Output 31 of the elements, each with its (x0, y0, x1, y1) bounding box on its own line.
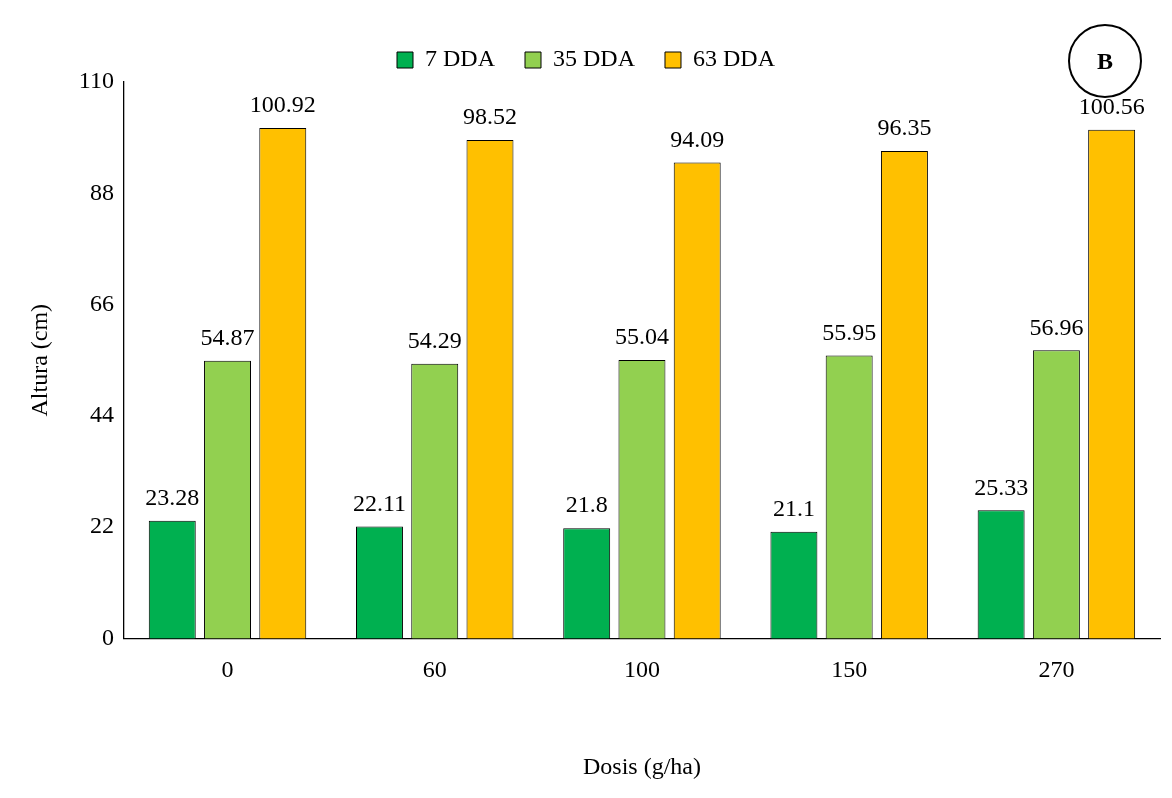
data-label: 55.95 (822, 318, 877, 345)
data-label: 100.92 (249, 91, 316, 118)
legend-label: 7 DDA (425, 45, 496, 72)
circle-frame: B (1068, 24, 1142, 98)
y-tick-label: 44 (89, 401, 114, 428)
x-axis-title: Dosis (g/ha) (582, 752, 701, 779)
data-label: 98.52 (462, 103, 517, 130)
y-tick-label: 110 (78, 67, 114, 94)
data-label: 23.28 (145, 483, 200, 510)
data-label: 56.96 (1029, 313, 1084, 340)
data-label: 22.11 (352, 489, 407, 516)
y-tick-label: 66 (89, 289, 114, 316)
data-label: 25.33 (974, 473, 1029, 500)
data-label: 55.04 (614, 323, 669, 350)
data-label: 21.1 (772, 494, 815, 521)
legend-label: 35 DDA (553, 45, 636, 72)
data-label: 54.29 (407, 327, 462, 354)
data-label: 94.09 (670, 125, 725, 152)
y-tick-label: 88 (89, 178, 114, 205)
y-tick-label: 22 (89, 512, 114, 539)
data-label: 54.87 (200, 324, 255, 351)
data-label: 96.35 (877, 114, 932, 141)
x-tick-label: 60 (422, 656, 447, 683)
x-tick-label: 150 (831, 656, 868, 683)
y-axis-title: Altura (cm) (25, 303, 52, 417)
x-tick-label: 0 (221, 656, 234, 683)
x-tick-label: 270 (1038, 656, 1075, 683)
data-label: 21.8 (565, 491, 608, 518)
y-tick-label: 0 (101, 623, 114, 650)
legend-label: 63 DDA (693, 45, 776, 72)
x-tick-label: 100 (623, 656, 660, 683)
